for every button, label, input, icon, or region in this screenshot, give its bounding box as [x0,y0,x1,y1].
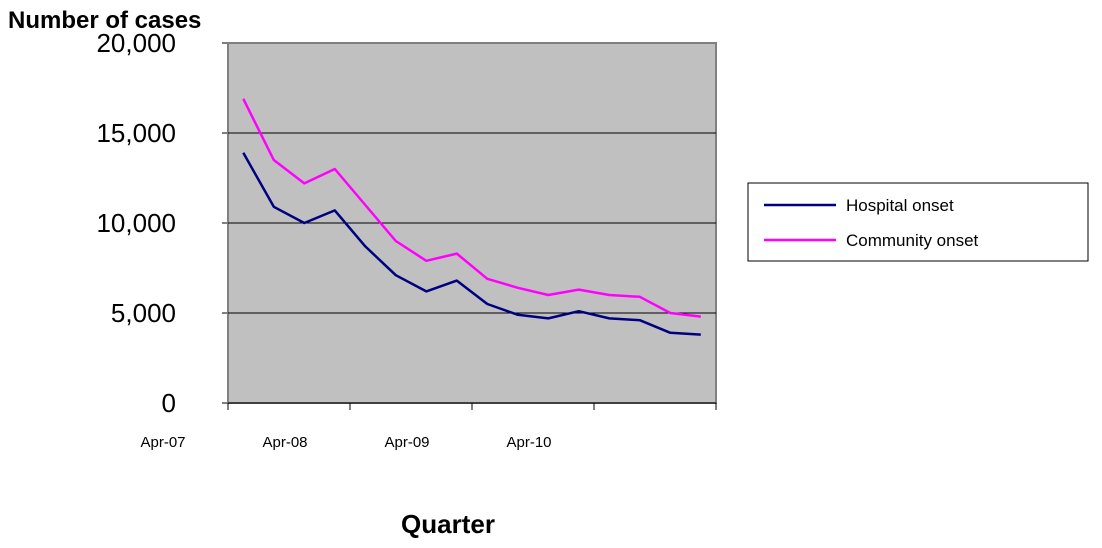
x-axis [227,402,717,410]
gridlines [228,132,716,314]
x-axis-title: Quarter [401,509,495,539]
legend: Hospital onset Community onset [747,182,1089,262]
y-tick-label: 10,000 [96,208,176,238]
y-tick-label: 20,000 [96,28,176,58]
x-tick-label: Apr-10 [506,434,551,451]
legend-box [747,182,1089,262]
legend-label: Community onset [846,231,979,250]
x-tick-label: Apr-07 [140,434,185,451]
series-lines [242,98,701,336]
x-tick-labels: Apr-07 Apr-08 Apr-09 Apr-10 [140,434,551,451]
legend-label: Hospital onset [846,196,954,215]
y-tick-label: 15,000 [96,118,176,148]
y-tick-labels: 0 5,000 10,000 15,000 20,000 [96,28,228,418]
y-tick-label: 0 [162,388,176,418]
series-line-community-onset [242,98,701,318]
x-tick-label: Apr-09 [384,434,429,451]
x-tick-label: Apr-08 [262,434,307,451]
y-axis-title: Number of cases [8,7,201,34]
series-line-hospital-onset [242,152,701,336]
y-tick-label: 5,000 [111,298,176,328]
